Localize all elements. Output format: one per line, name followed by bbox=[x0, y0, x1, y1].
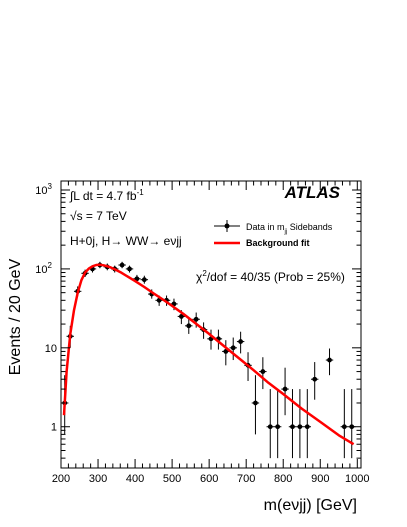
x-tick-label: 600 bbox=[200, 473, 218, 485]
y-tick-label: 103 bbox=[35, 182, 52, 197]
channel-text: H+0j, H→ WW→ eνjj bbox=[70, 234, 182, 248]
x-axis-label: m(eνjj) [GeV] bbox=[264, 497, 357, 514]
data-marker bbox=[290, 424, 295, 430]
data-marker bbox=[127, 266, 132, 272]
data-marker bbox=[267, 424, 273, 430]
legend: Data in mjj Sidebands Background fit bbox=[214, 220, 333, 248]
lumi-text: ∫L dt = 4.7 fb-1 bbox=[69, 188, 144, 203]
data-point bbox=[229, 337, 237, 361]
y-tick-label: 10 bbox=[45, 343, 57, 355]
data-marker bbox=[134, 276, 140, 282]
data-point bbox=[296, 389, 304, 459]
axes: 200 300 400 500 600 700 800 900 1000 1 10 102 103 bbox=[35, 181, 370, 485]
plot-area bbox=[61, 261, 356, 459]
data-point bbox=[273, 389, 282, 459]
data-point bbox=[251, 375, 260, 435]
data-point bbox=[311, 362, 319, 400]
data-point bbox=[118, 261, 126, 269]
energy-text: √s = 7 TeV bbox=[70, 209, 127, 223]
x-tick-label: 500 bbox=[163, 473, 181, 485]
data-marker bbox=[141, 277, 147, 283]
data-marker bbox=[253, 400, 258, 406]
data-marker bbox=[186, 323, 192, 329]
legend-data-marker bbox=[214, 220, 240, 232]
data-point bbox=[281, 367, 289, 416]
data-point bbox=[125, 265, 134, 273]
x-tick-label: 1000 bbox=[345, 473, 369, 485]
data-marker bbox=[312, 376, 318, 382]
data-point bbox=[259, 357, 267, 390]
x-tick-label: 900 bbox=[311, 473, 329, 485]
data-marker bbox=[349, 424, 355, 430]
plot-frame bbox=[60, 180, 362, 469]
x-tick-label: 800 bbox=[274, 473, 292, 485]
y-tick-label: 102 bbox=[35, 261, 52, 276]
data-point bbox=[185, 317, 193, 334]
data-point bbox=[236, 331, 245, 354]
data-marker bbox=[297, 424, 303, 430]
data-marker bbox=[327, 357, 332, 363]
legend-fit-label: Background fit bbox=[246, 238, 310, 248]
data-marker bbox=[230, 345, 236, 351]
data-point bbox=[303, 389, 311, 459]
atlas-label: ATLAS bbox=[284, 183, 341, 202]
data-marker bbox=[282, 386, 288, 392]
y-axis-label: Events / 20 GeV bbox=[7, 258, 24, 375]
x-tick-label: 300 bbox=[89, 473, 107, 485]
data-marker bbox=[304, 424, 310, 430]
legend-data-label: Data in mjj Sidebands bbox=[246, 222, 333, 235]
data-point bbox=[222, 340, 230, 366]
data-point bbox=[340, 389, 349, 459]
x-tick-label: 400 bbox=[126, 473, 144, 485]
data-point bbox=[348, 389, 356, 459]
data-point bbox=[170, 298, 178, 311]
x-tick-label: 200 bbox=[52, 473, 70, 485]
data-marker bbox=[275, 424, 281, 430]
data-marker bbox=[119, 262, 125, 268]
y-tick-label: 1 bbox=[51, 422, 57, 434]
data-marker bbox=[260, 369, 266, 374]
data-point bbox=[140, 275, 149, 284]
data-marker bbox=[238, 339, 244, 344]
data-marker bbox=[223, 349, 229, 354]
data-marker bbox=[193, 316, 199, 322]
fit-quality-text: χ2/dof = 40/35 (Prob = 25%) bbox=[196, 269, 345, 284]
data-point bbox=[266, 389, 274, 459]
data-marker bbox=[341, 424, 347, 430]
data-marker bbox=[178, 314, 184, 319]
x-tick-label: 700 bbox=[237, 473, 255, 485]
data-point bbox=[325, 348, 334, 376]
background-fit-line bbox=[62, 263, 355, 446]
